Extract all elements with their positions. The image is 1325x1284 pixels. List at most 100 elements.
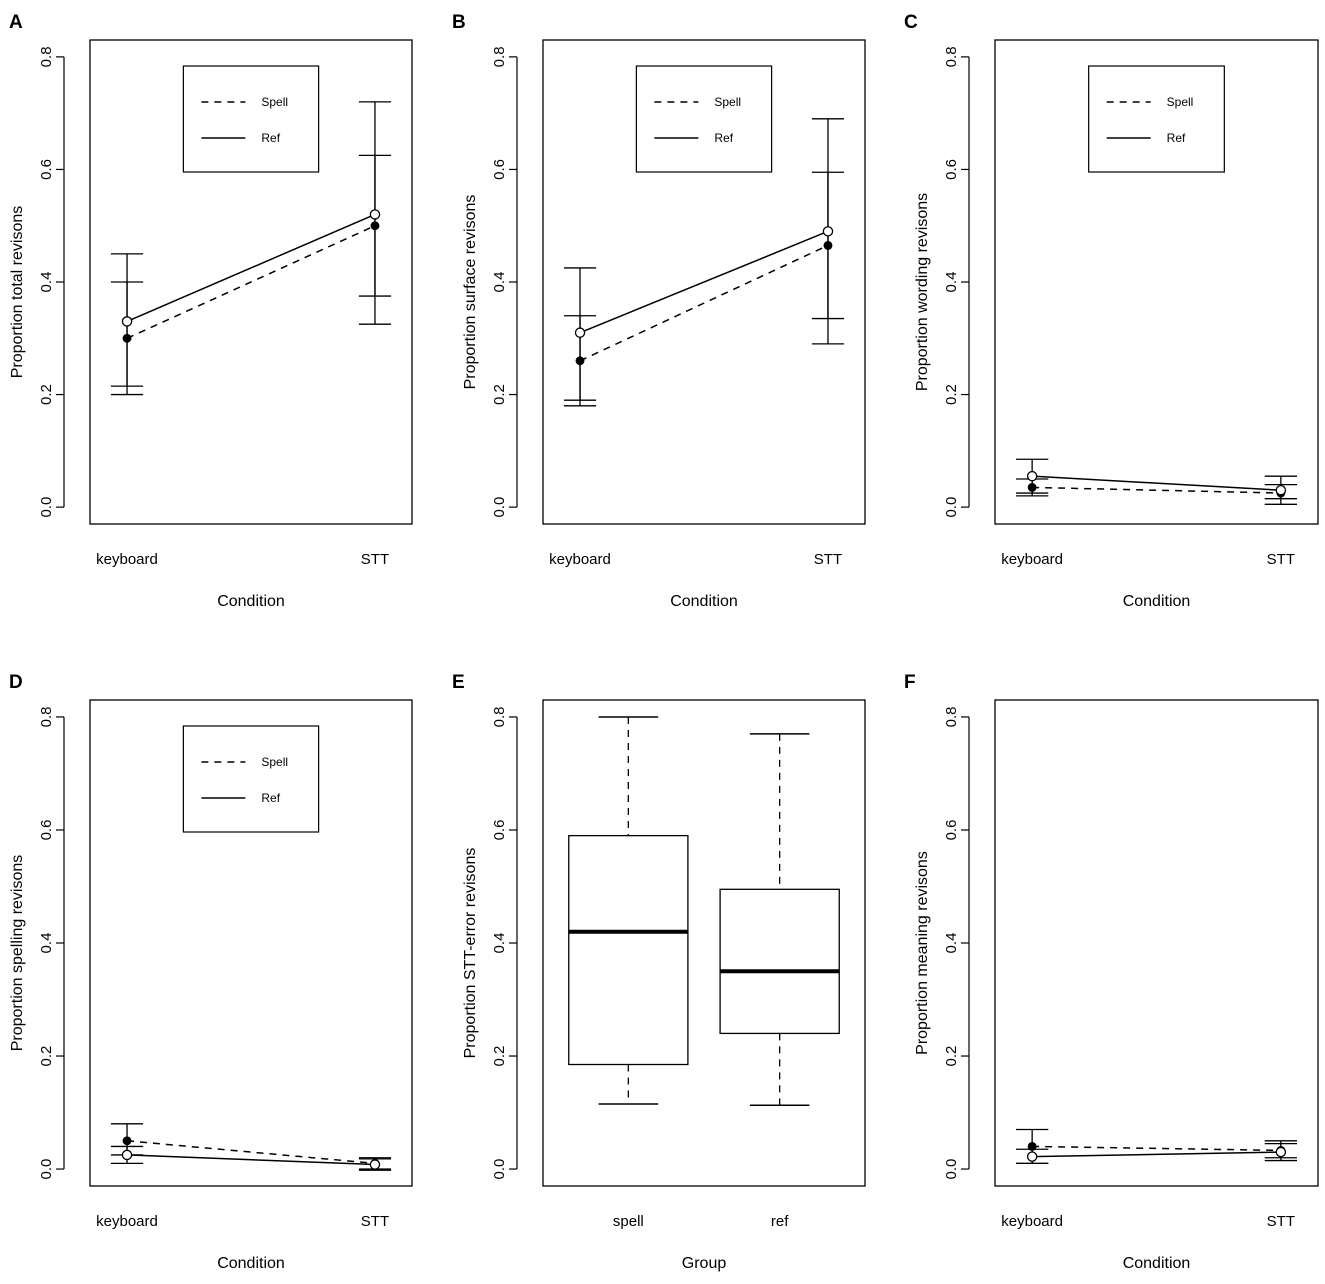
data-point-ref [1275, 1146, 1287, 1158]
y-tick-label: 0.2 [943, 1046, 960, 1067]
legend: Spell Ref [635, 65, 773, 173]
x-axis-title: Condition [217, 1255, 285, 1272]
series-line [1032, 1151, 1281, 1158]
series-spell [1015, 1128, 1298, 1165]
y-tick-label: 0.4 [943, 933, 960, 954]
data-point-ref [121, 1149, 133, 1161]
y-tick-label: 0.8 [943, 46, 960, 67]
y-tick-label: 0.0 [943, 1159, 960, 1180]
data-point-ref [121, 316, 133, 327]
x-tick-label: keyboard [96, 551, 158, 568]
y-tick-label: 0.2 [38, 1046, 55, 1067]
series-ref [563, 171, 845, 401]
y-tick-label: 0.4 [491, 272, 508, 293]
series-line [126, 1140, 376, 1165]
panel-b: B 0.0 0.2 0.4 0.6 0.8 Proportion surface revis… [452, 12, 866, 610]
data-point-ref [1275, 484, 1287, 496]
y-tick-label: 0.6 [943, 820, 960, 841]
y-axis: 0.0 0.2 0.4 0.6 0.8 [38, 707, 65, 1179]
x-tick-label: STT [1267, 551, 1295, 568]
iqr-box [568, 834, 689, 1066]
legend-label-ref: Ref [261, 791, 280, 805]
plot-frame [89, 699, 413, 1187]
y-axis-title: Proportion STT-error revisons [462, 848, 479, 1059]
y-axis: 0.0 0.2 0.4 0.6 0.8 [943, 46, 970, 518]
y-tick-label: 0.6 [491, 159, 508, 180]
plot-frame [542, 39, 866, 525]
series-line [126, 213, 376, 323]
data-point-ref [1026, 470, 1038, 482]
x-tick-label: STT [361, 551, 389, 568]
panel-e: E 0.0 0.2 0.4 0.6 0.8 Proportion STT-error rev… [452, 672, 866, 1272]
y-tick-label: 0.2 [491, 1046, 508, 1067]
y-tick-label: 0.6 [38, 820, 55, 841]
legend-box [182, 725, 320, 833]
series-line [579, 244, 829, 362]
y-tick-label: 0.8 [943, 707, 960, 728]
box-spell [568, 716, 689, 1105]
y-tick-label: 0.0 [491, 497, 508, 518]
series-ref [110, 154, 392, 387]
panel-a: A 0.0 0.2 0.4 0.6 0.8 Proportion total revison… [9, 12, 413, 610]
legend-label-ref: Ref [1167, 131, 1186, 145]
panel-letter: F [904, 672, 916, 693]
series-line [126, 225, 376, 339]
x-axis-title: Condition [217, 593, 285, 610]
panel-letter: B [452, 12, 466, 33]
series-line [1032, 486, 1281, 494]
panel-c: C 0.0 0.2 0.4 0.6 0.8 Proportion wording revis… [904, 12, 1319, 610]
y-tick-label: 0.0 [943, 497, 960, 518]
legend-box [635, 65, 773, 173]
legend: Spell Ref [182, 725, 320, 833]
series-line [1032, 1145, 1281, 1152]
legend-label-spell: Spell [1167, 95, 1194, 109]
y-tick-label: 0.2 [943, 384, 960, 405]
data-point-spell [1027, 1141, 1037, 1151]
x-axis-title: Group [682, 1255, 727, 1272]
y-axis-title: Proportion spelling revisons [9, 855, 26, 1052]
y-tick-label: 0.8 [38, 707, 55, 728]
data-point-spell [122, 333, 132, 343]
x-axis-title: Condition [1123, 1255, 1191, 1272]
legend-box [182, 65, 320, 173]
legend-label-ref: Ref [714, 131, 733, 145]
y-axis-title: Proportion surface revisons [462, 195, 479, 390]
y-tick-label: 0.8 [491, 46, 508, 67]
data-point-ref [574, 327, 586, 338]
y-axis: 0.0 0.2 0.4 0.6 0.8 [491, 707, 518, 1180]
y-tick-label: 0.4 [491, 933, 508, 954]
data-point-ref [1026, 1151, 1038, 1162]
x-tick-label: STT [1267, 1213, 1295, 1230]
y-axis: 0.0 0.2 0.4 0.6 0.8 [491, 46, 518, 518]
legend: Spell Ref [1088, 65, 1225, 173]
x-axis-title: Condition [670, 593, 738, 610]
data-point-spell [370, 221, 380, 231]
data-point-ref [822, 226, 834, 237]
box-ref [719, 733, 840, 1106]
plot-frame [994, 699, 1319, 1187]
y-axis: 0.0 0.2 0.4 0.6 0.8 [943, 707, 970, 1180]
panel-letter: E [452, 672, 465, 693]
y-tick-label: 0.4 [38, 272, 55, 293]
series-ref [110, 1145, 392, 1171]
y-tick-label: 0.4 [38, 933, 55, 954]
x-tick-label: STT [814, 551, 842, 568]
data-point-spell [122, 1136, 132, 1146]
y-axis: 0.0 0.2 0.4 0.6 0.8 [38, 46, 65, 518]
iqr-box [719, 888, 840, 1035]
legend-label-spell: Spell [261, 755, 288, 769]
panel-f: F 0.0 0.2 0.4 0.6 0.8 Proportion meaning revis… [904, 672, 1319, 1272]
x-tick-label: spell [613, 1213, 644, 1230]
panel-d: D 0.0 0.2 0.4 0.6 0.8 Proportion spelling revi… [9, 672, 413, 1272]
series-line [579, 230, 829, 334]
legend: Spell Ref [182, 65, 320, 173]
y-tick-label: 0.4 [943, 272, 960, 293]
panel-letter: C [904, 12, 918, 33]
y-tick-label: 0.0 [491, 1159, 508, 1180]
y-axis-title: Proportion wording revisons [914, 193, 931, 391]
x-axis-title: Condition [1123, 593, 1191, 610]
y-tick-label: 0.8 [38, 46, 55, 67]
series-line [1032, 475, 1281, 491]
series-line [127, 1154, 375, 1166]
y-axis-title: Proportion total revisons [9, 206, 26, 379]
